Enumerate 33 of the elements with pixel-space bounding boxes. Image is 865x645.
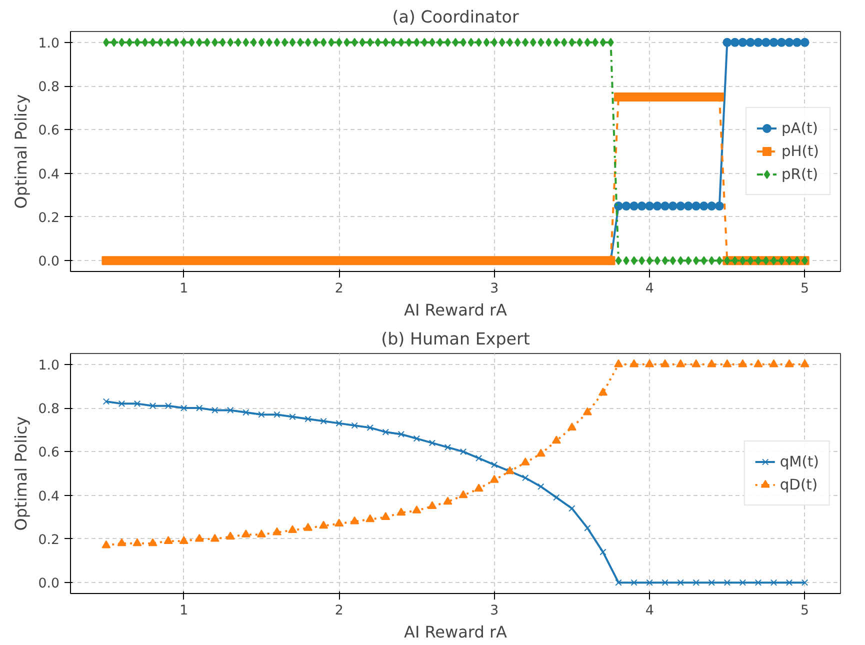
x-tick-label: 4 xyxy=(645,604,654,618)
y-tick-label: 0.6 xyxy=(38,124,60,139)
y-axis-title: Optimal Policy xyxy=(11,416,30,531)
legend-label: qD(t) xyxy=(780,476,818,493)
x-axis-title: AI Reward rA xyxy=(404,300,508,320)
y-tick-label: 0.2 xyxy=(38,532,60,548)
y-tick-label: 0.4 xyxy=(38,489,60,504)
x-tick-label: 1 xyxy=(180,282,188,296)
y-tick-label: 0.2 xyxy=(38,210,60,226)
chart-title: (b) Human Expert xyxy=(381,330,530,348)
legend-label: qM(t) xyxy=(780,453,819,470)
y-tick-label: 0.8 xyxy=(38,402,60,418)
y-tick-label: 0.0 xyxy=(38,576,60,592)
y-tick-label: 0.6 xyxy=(38,446,60,461)
x-tick-label: 1 xyxy=(180,604,188,618)
y-axis-title: Optimal Policy xyxy=(11,94,30,209)
x-tick-label: 4 xyxy=(645,282,654,296)
y-tick-label: 0.4 xyxy=(38,167,60,182)
chart-title: (a) Coordinator xyxy=(392,8,519,26)
x-tick-label: 3 xyxy=(490,604,499,618)
y-tick-label: 1.0 xyxy=(38,358,60,374)
y-tick-label: 0.8 xyxy=(38,80,60,96)
legend-label: pA(t) xyxy=(781,120,818,136)
legend-label: pH(t) xyxy=(781,142,819,160)
x-tick-label: 2 xyxy=(334,604,344,618)
x-tick-label: 5 xyxy=(800,604,810,618)
x-tick-label: 2 xyxy=(334,282,344,296)
x-tick-label: 3 xyxy=(490,282,499,296)
x-axis-title: AI Reward rA xyxy=(404,622,508,642)
x-tick-label: 5 xyxy=(800,282,810,296)
y-tick-label: 1.0 xyxy=(38,36,60,52)
legend-label: pR(t) xyxy=(781,166,818,182)
y-tick-label: 0.0 xyxy=(38,254,60,270)
